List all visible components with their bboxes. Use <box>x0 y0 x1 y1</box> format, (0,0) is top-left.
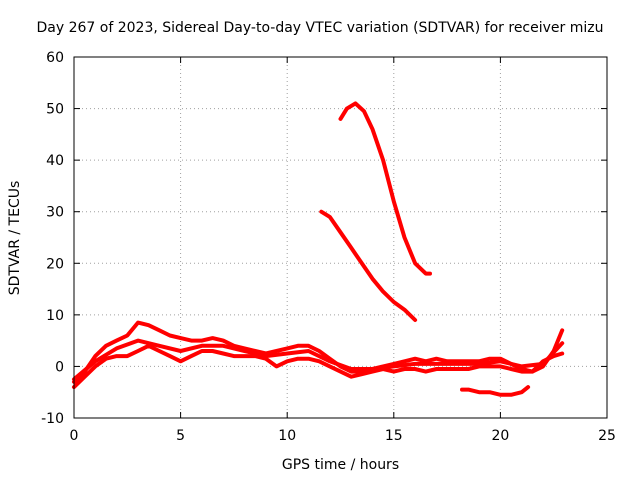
series-line-arc-high <box>338 101 432 276</box>
y-tick-label: 50 <box>46 102 64 118</box>
data-series-group <box>72 101 565 397</box>
series-line-main-band-lower <box>72 343 565 390</box>
y-tick-label: 10 <box>46 308 64 324</box>
y-tick-label: 60 <box>46 50 64 66</box>
axis-ticks: 0 5 10 15 20 25 -10 0 10 20 30 40 50 60 <box>41 50 616 444</box>
y-axis-label: SDTVAR / TECUs <box>7 180 23 296</box>
series-line-arc-mid <box>319 209 418 322</box>
x-tick-label: 20 <box>491 428 509 444</box>
chart-title: Day 267 of 2023, Sidereal Day-to-day VTE… <box>36 20 604 36</box>
x-axis-label: GPS time / hours <box>281 457 400 473</box>
series-line-arc-low <box>460 385 531 397</box>
x-tick-label: 0 <box>70 428 79 444</box>
series-line-main-band-middle <box>72 338 565 382</box>
series-line-main-band-upper <box>72 320 565 384</box>
plot-frame <box>73 56 608 419</box>
y-tick-label: -10 <box>41 411 64 427</box>
y-tick-label: 20 <box>46 256 64 272</box>
x-tick-label: 5 <box>176 428 185 444</box>
x-tick-label: 15 <box>385 428 403 444</box>
y-tick-label: 30 <box>46 205 64 221</box>
x-tick-label: 10 <box>278 428 296 444</box>
x-tick-label: 25 <box>598 428 616 444</box>
y-tick-label: 0 <box>55 359 64 375</box>
y-tick-label: 40 <box>46 153 64 169</box>
